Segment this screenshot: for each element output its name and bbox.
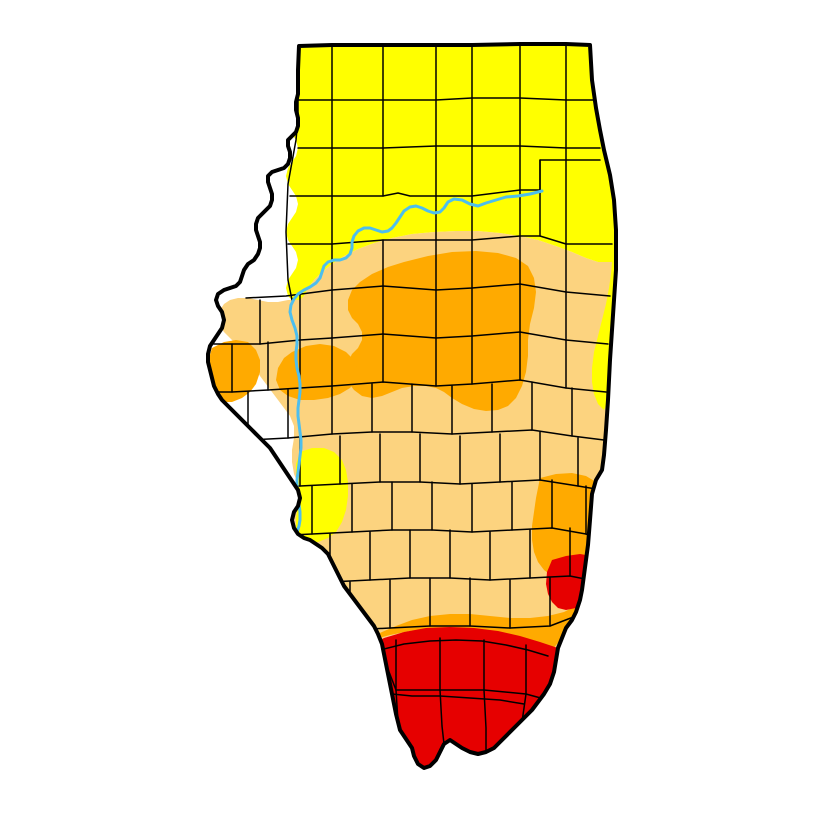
region-d0-abnormally-dry-west-pocket [296, 448, 348, 542]
county-boundary [391, 693, 525, 705]
illinois-state-border [206, 42, 618, 770]
county-boundary [297, 97, 595, 101]
county-boundary [483, 689, 487, 753]
county-boundary [211, 379, 607, 393]
illinois-river [288, 189, 544, 540]
county-boundary [439, 689, 445, 745]
region-d2-severe-central-core [346, 251, 536, 411]
region-d2-severe-southeast [532, 473, 600, 578]
river-layer [288, 189, 544, 540]
region-d2-severe-west-patch [208, 340, 260, 402]
county-boundary [289, 159, 601, 197]
county-boundary [297, 145, 601, 149]
county-boundary [213, 331, 609, 345]
region-d0-abnormally-dry-east-wedge [592, 262, 616, 410]
county-boundary [221, 429, 605, 441]
region-d2-severe-south-band [340, 600, 580, 654]
county-boundary [385, 663, 549, 701]
